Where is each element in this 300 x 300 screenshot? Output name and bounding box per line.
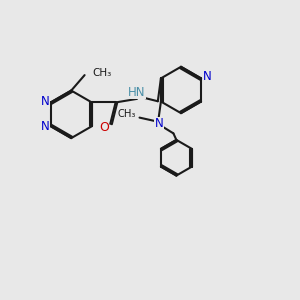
Text: N: N	[203, 70, 212, 83]
Text: CH₃: CH₃	[118, 109, 136, 119]
Text: N: N	[154, 117, 163, 130]
Text: CH₃: CH₃	[92, 68, 111, 78]
Text: O: O	[99, 121, 109, 134]
Text: N: N	[41, 95, 50, 108]
Text: N: N	[41, 120, 50, 133]
Text: HN: HN	[128, 86, 146, 99]
